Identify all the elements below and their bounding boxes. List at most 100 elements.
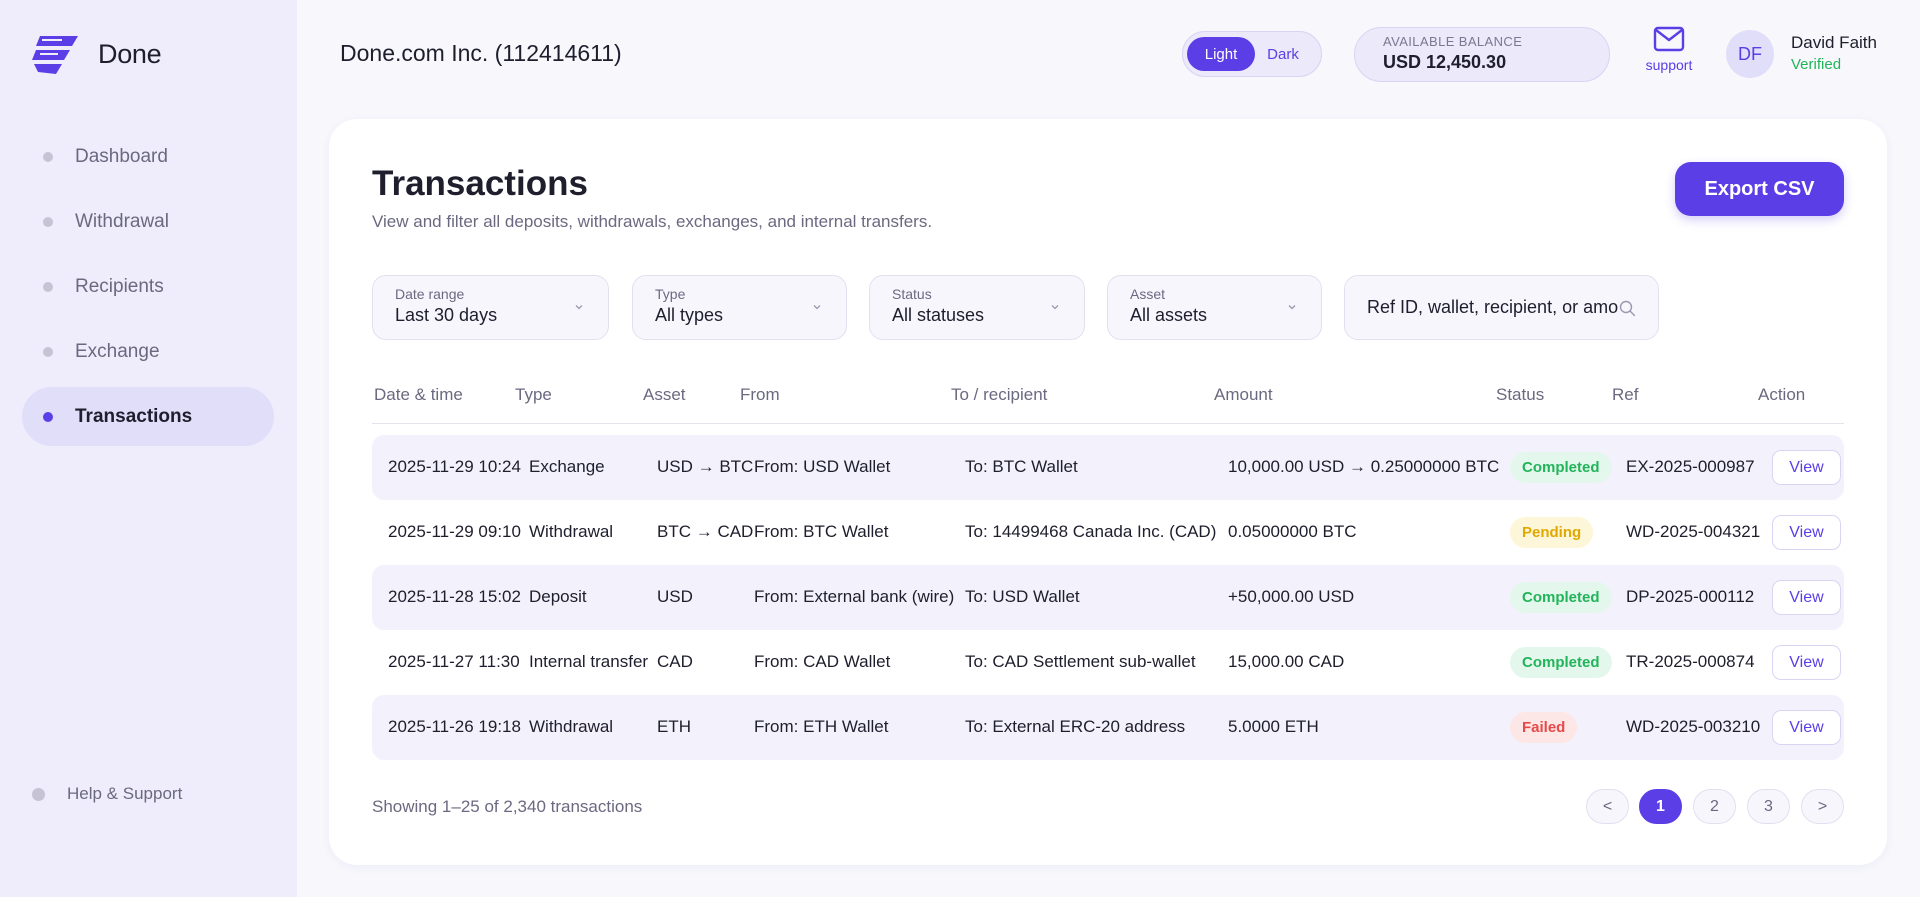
cell-amount: 0.05000000 BTC (1228, 522, 1357, 541)
table-body: 2025-11-29 10:24 Exchange USD → BTC From… (372, 435, 1844, 760)
cell-to: To: BTC Wallet (965, 457, 1078, 476)
table-row: 2025-11-29 09:10 Withdrawal BTC → CAD Fr… (372, 500, 1844, 565)
sidebar-item-recipients[interactable]: Recipients (22, 257, 274, 316)
view-button[interactable]: View (1772, 580, 1841, 615)
sidebar-item-withdrawal[interactable]: Withdrawal (22, 192, 274, 251)
page-title: Transactions (372, 164, 588, 203)
cell-type: Exchange (529, 457, 605, 476)
cell-ref: TR-2025-000874 (1626, 652, 1755, 671)
filter-value: All types (655, 305, 724, 325)
status-filter[interactable]: Status All statuses (869, 275, 1085, 340)
type-filter[interactable]: Type All types (632, 275, 847, 340)
date-range-filter[interactable]: Date range Last 30 days (372, 275, 609, 340)
company-name: Done.com Inc. (112414611) (340, 40, 622, 66)
cell-ref: EX-2025-000987 (1626, 457, 1755, 476)
cell-type: Withdrawal (529, 522, 614, 541)
done-logo-icon (32, 36, 78, 74)
nav-dot-icon (43, 281, 53, 292)
support-button[interactable]: support (1642, 26, 1696, 73)
filter-value: All assets (1130, 305, 1208, 325)
cell-from: From: USD Wallet (754, 457, 891, 476)
cell-from: From: BTC Wallet (754, 522, 889, 541)
cell-type: Withdrawal (529, 717, 614, 736)
help-support-label: Help & Support (67, 784, 183, 803)
page-subtitle: View and filter all deposits, withdrawal… (372, 212, 933, 231)
cell-ref: WD-2025-003210 (1626, 717, 1761, 736)
cell-datetime: 2025-11-28 15:02 (388, 587, 521, 606)
table-row: 2025-11-28 15:02 Deposit USD From: Exter… (372, 565, 1844, 630)
cell-from: From: ETH Wallet (754, 717, 889, 736)
view-button[interactable]: View (1772, 515, 1841, 550)
cell-datetime: 2025-11-27 11:30 (388, 652, 520, 671)
status-badge: Failed (1510, 712, 1578, 743)
filter-label: Date range (395, 286, 465, 302)
chevron-down-icon (1051, 305, 1059, 310)
theme-toggle: Light Dark (1182, 31, 1322, 77)
pagination-page-3[interactable]: 3 (1747, 789, 1790, 824)
sidebar-item-exchange[interactable]: Exchange (22, 322, 274, 381)
nav-dot-icon (32, 787, 45, 801)
user-verified-status: Verified (1791, 56, 1842, 73)
status-badge: Completed (1510, 452, 1612, 483)
user-name: David Faith (1791, 33, 1877, 52)
column-header-type: Type (515, 385, 552, 404)
cell-amount: +50,000.00 USD (1228, 587, 1355, 606)
sidebar-item-label: Withdrawal (75, 210, 169, 232)
nav-dot-icon (43, 346, 53, 357)
asset-filter[interactable]: Asset All assets (1107, 275, 1322, 340)
status-badge: Pending (1510, 517, 1594, 548)
export-csv-button[interactable]: Export CSV (1675, 162, 1844, 216)
view-button[interactable]: View (1772, 645, 1841, 680)
theme-dark-button[interactable]: Dark (1267, 45, 1299, 63)
cell-ref: WD-2025-004321 (1626, 522, 1761, 541)
balance-pill: AVAILABLE BALANCE USD 12,450.30 (1354, 27, 1610, 82)
nav-dot-icon (43, 411, 53, 422)
cell-datetime: 2025-11-29 09:10 (388, 522, 521, 541)
column-header-to: To / recipient (951, 385, 1048, 404)
pagination-next-button[interactable]: > (1801, 789, 1844, 824)
support-label: support (1645, 57, 1693, 73)
search-input[interactable] (1367, 297, 1618, 318)
nav-dot-icon (43, 151, 53, 162)
view-button[interactable]: View (1772, 450, 1841, 485)
filter-label: Type (655, 286, 686, 302)
cell-asset: USD → BTC (657, 457, 754, 476)
filter-label: Status (892, 286, 932, 302)
cell-datetime: 2025-11-26 19:18 (388, 717, 521, 736)
cell-to: To: 14499468 Canada Inc. (CAD) (965, 522, 1217, 541)
pagination-prev-button[interactable]: < (1586, 789, 1629, 824)
table-row: 2025-11-27 11:30 Internal transfer CAD F… (372, 630, 1844, 695)
chevron-down-icon (1288, 305, 1296, 310)
theme-light-button[interactable]: Light (1187, 37, 1255, 71)
sidebar-nav: Dashboard Withdrawal Recipients Exchange… (22, 127, 274, 452)
table-row: 2025-11-26 19:18 Withdrawal ETH From: ET… (372, 695, 1844, 760)
sidebar-item-dashboard[interactable]: Dashboard (22, 127, 274, 186)
cell-to: To: USD Wallet (965, 587, 1080, 606)
cell-from: From: External bank (wire) (754, 587, 955, 606)
sidebar-item-transactions[interactable]: Transactions (22, 387, 274, 446)
cell-type: Internal transfer (529, 652, 649, 671)
balance-label: AVAILABLE BALANCE (1383, 34, 1523, 49)
envelope-icon (1653, 26, 1685, 52)
column-header-amount: Amount (1214, 385, 1273, 404)
pagination-page-1[interactable]: 1 (1639, 789, 1682, 824)
cell-asset: CAD (657, 652, 693, 671)
avatar[interactable]: DF (1726, 30, 1774, 78)
cell-amount: 5.0000 ETH (1228, 717, 1319, 736)
view-button[interactable]: View (1772, 710, 1841, 745)
column-header-action: Action (1758, 385, 1806, 404)
search-icon[interactable] (1619, 300, 1636, 317)
cell-type: Deposit (529, 587, 587, 606)
sidebar-item-label: Exchange (75, 340, 160, 362)
cell-datetime: 2025-11-29 10:24 (388, 457, 521, 476)
cell-to: To: CAD Settlement sub-wallet (965, 652, 1196, 671)
filter-label: Asset (1130, 286, 1166, 302)
cell-to: To: External ERC-20 address (965, 717, 1186, 736)
cell-amount: 10,000.00 USD → 0.25000000 BTC (1228, 457, 1500, 476)
chevron-down-icon (575, 305, 583, 310)
chevron-down-icon (813, 305, 821, 310)
pagination-page-2[interactable]: 2 (1693, 789, 1736, 824)
brand[interactable]: Done (32, 32, 162, 76)
help-support-link[interactable]: Help & Support (32, 784, 182, 804)
column-header-asset: Asset (643, 385, 686, 404)
